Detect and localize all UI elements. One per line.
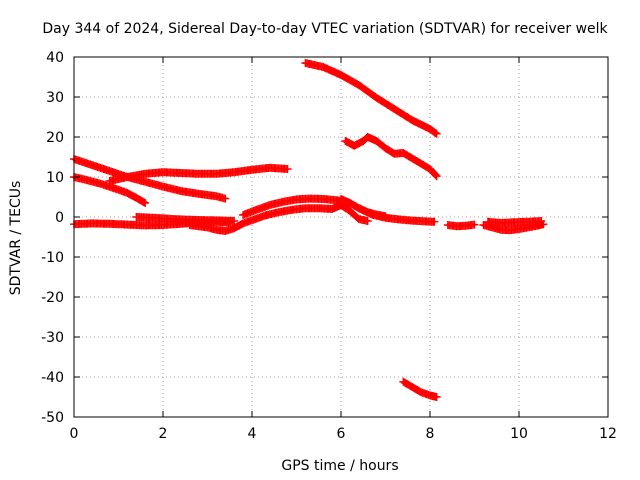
x-tick-label: 6 — [337, 426, 346, 442]
series-marks — [132, 213, 239, 225]
series-marks — [399, 377, 441, 401]
series-track-14 — [483, 217, 546, 227]
series-track-12 — [443, 220, 479, 231]
x-tick-label: 0 — [70, 426, 79, 442]
x-tick-label: 4 — [248, 426, 257, 442]
series-marks — [443, 220, 479, 231]
x-tick-label: 12 — [599, 426, 617, 442]
x-tick-label: 2 — [159, 426, 168, 442]
series-marks — [185, 201, 372, 235]
series-marks — [105, 163, 292, 185]
series-track-05 — [132, 213, 239, 225]
chart-title: Day 344 of 2024, Sidereal Day-to-day VTE… — [42, 21, 608, 37]
y-tick-label: -10 — [41, 250, 64, 266]
y-tick-label: 0 — [55, 210, 64, 226]
axes: 0 2 4 6 8 10 12 -50 -40 -30 -20 -10 0 10 20 30 40 — [41, 50, 617, 442]
y-tick-label: 20 — [46, 130, 64, 146]
y-tick-label: -40 — [41, 370, 64, 386]
y-tick-label: -50 — [41, 410, 64, 426]
y-tick-label: -30 — [41, 330, 64, 346]
y-tick-label: 30 — [46, 90, 64, 106]
series-track-08 — [337, 195, 390, 221]
data-series — [70, 59, 548, 401]
y-tick-label: 40 — [46, 50, 64, 66]
series-marks — [301, 59, 441, 138]
series-marks — [341, 133, 441, 181]
series-track-10 — [341, 133, 441, 181]
x-axis-label: GPS time / hours — [281, 458, 398, 474]
grid — [74, 57, 608, 417]
x-tick-label: 10 — [510, 426, 528, 442]
series-marks — [483, 217, 546, 227]
x-tick-label: 8 — [426, 426, 435, 442]
y-tick-label: -20 — [41, 290, 64, 306]
series-track-13 — [479, 220, 548, 235]
series-marks — [479, 220, 548, 235]
y-axis-label: SDTVAR / TECUs — [8, 181, 24, 296]
series-track-09 — [301, 59, 441, 138]
series-track-06 — [185, 201, 372, 235]
series-track-03 — [105, 163, 292, 185]
y-tick-label: 10 — [46, 170, 64, 186]
series-track-11 — [399, 377, 441, 401]
series-marks — [337, 195, 390, 221]
